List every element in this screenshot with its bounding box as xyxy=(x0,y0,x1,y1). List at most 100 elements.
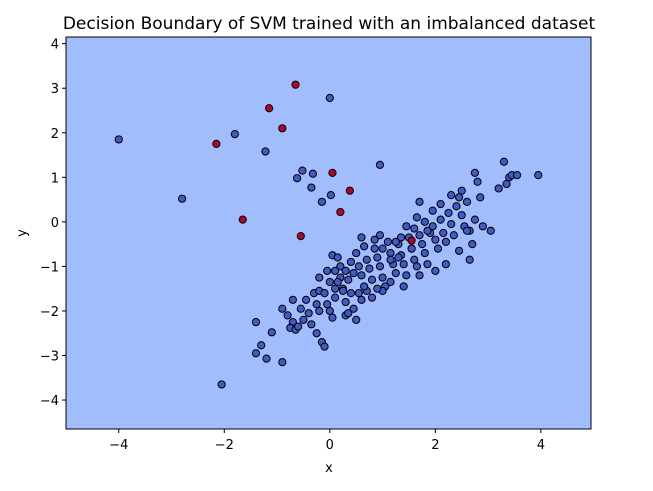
majority-point xyxy=(354,289,363,298)
majority-point xyxy=(454,193,464,202)
y-tick-label: 0 xyxy=(51,216,59,231)
chart-title: Decision Boundary of SVM trained with an… xyxy=(63,14,596,34)
majority-point xyxy=(296,304,305,313)
majority-point xyxy=(436,215,445,224)
majority-point xyxy=(325,277,334,287)
majority-point xyxy=(278,358,287,367)
majority-point xyxy=(325,306,334,316)
majority-point xyxy=(312,329,321,338)
majority-point xyxy=(370,235,379,244)
majority-point xyxy=(325,93,334,103)
majority-point xyxy=(357,295,366,304)
y-tick-label: −2 xyxy=(40,305,59,320)
majority-point xyxy=(428,222,437,231)
y-tick-label: −1 xyxy=(40,260,59,275)
majority-point xyxy=(447,219,456,229)
majority-point xyxy=(328,313,337,322)
minority-point xyxy=(212,139,221,149)
x-tick-label: 4 xyxy=(537,438,545,453)
majority-point xyxy=(486,226,495,235)
majority-point xyxy=(288,295,297,304)
x-axis-ticks: −4 −2 0 2 4 xyxy=(109,429,545,453)
majority-point xyxy=(375,160,385,169)
majority-point xyxy=(352,315,361,324)
majority-point xyxy=(534,170,543,180)
majority-point xyxy=(346,257,356,267)
majority-point xyxy=(267,328,276,337)
majority-point xyxy=(341,297,350,307)
majority-point xyxy=(476,193,485,202)
y-tick-label: 1 xyxy=(51,171,59,186)
majority-point xyxy=(423,260,432,269)
majority-point xyxy=(410,255,419,264)
majority-point xyxy=(468,240,477,249)
majority-point xyxy=(394,253,403,262)
majority-point xyxy=(312,300,321,309)
x-axis-label: x xyxy=(325,461,333,476)
majority-point xyxy=(370,244,379,253)
minority-point xyxy=(238,215,247,224)
majority-point xyxy=(330,284,340,293)
y-tick-label: −3 xyxy=(40,350,59,365)
majority-point xyxy=(283,311,292,320)
y-axis-ticks: −4 −3 −2 −1 0 1 2 3 4 xyxy=(40,38,66,409)
majority-point xyxy=(470,168,480,177)
majority-point xyxy=(373,284,382,293)
majority-point xyxy=(402,222,411,231)
majority-point xyxy=(357,233,366,242)
majority-point xyxy=(399,282,408,291)
majority-point xyxy=(299,315,308,324)
minority-point xyxy=(291,80,300,89)
y-tick-label: −4 xyxy=(40,394,59,409)
majority-point xyxy=(257,341,266,350)
majority-point xyxy=(293,174,302,183)
majority-point xyxy=(349,304,358,313)
majority-point xyxy=(326,191,335,200)
majority-point xyxy=(462,226,472,235)
majority-point xyxy=(462,197,472,206)
majority-point xyxy=(420,217,429,226)
majority-point xyxy=(323,300,332,309)
majority-point xyxy=(344,275,353,284)
majority-point xyxy=(391,268,400,278)
majority-point xyxy=(373,253,382,262)
majority-point xyxy=(407,244,416,253)
majority-point xyxy=(307,183,316,192)
majority-point xyxy=(412,213,421,222)
y-tick-label: 2 xyxy=(51,127,59,142)
majority-point xyxy=(362,255,371,264)
majority-point xyxy=(308,169,318,178)
majority-point xyxy=(431,266,440,275)
majority-point xyxy=(261,147,270,156)
majority-point xyxy=(344,309,353,318)
majority-point xyxy=(375,231,385,240)
majority-point xyxy=(367,275,377,284)
y-axis-label: y xyxy=(15,229,30,237)
majority-point xyxy=(452,202,461,211)
majority-point xyxy=(423,226,432,235)
majority-point xyxy=(367,293,377,302)
majority-point xyxy=(338,286,348,296)
majority-point xyxy=(428,206,437,215)
majority-point xyxy=(441,237,450,247)
majority-point xyxy=(465,255,474,264)
majority-point xyxy=(415,271,424,280)
majority-point xyxy=(298,166,307,175)
majority-point xyxy=(494,184,503,193)
majority-point xyxy=(470,215,480,224)
majority-point xyxy=(378,244,387,253)
majority-point xyxy=(301,295,311,304)
majority-point xyxy=(457,211,466,220)
majority-point xyxy=(378,273,387,282)
x-tick-label: −4 xyxy=(109,438,128,453)
majority-point xyxy=(457,186,466,195)
y-tick-label: 3 xyxy=(51,82,59,97)
minority-point xyxy=(278,124,287,133)
majority-point xyxy=(412,262,421,271)
majority-point xyxy=(386,248,395,258)
majority-point xyxy=(352,248,361,258)
y-tick-label: 4 xyxy=(51,38,59,53)
majority-point xyxy=(399,260,408,269)
majority-point xyxy=(317,197,327,206)
